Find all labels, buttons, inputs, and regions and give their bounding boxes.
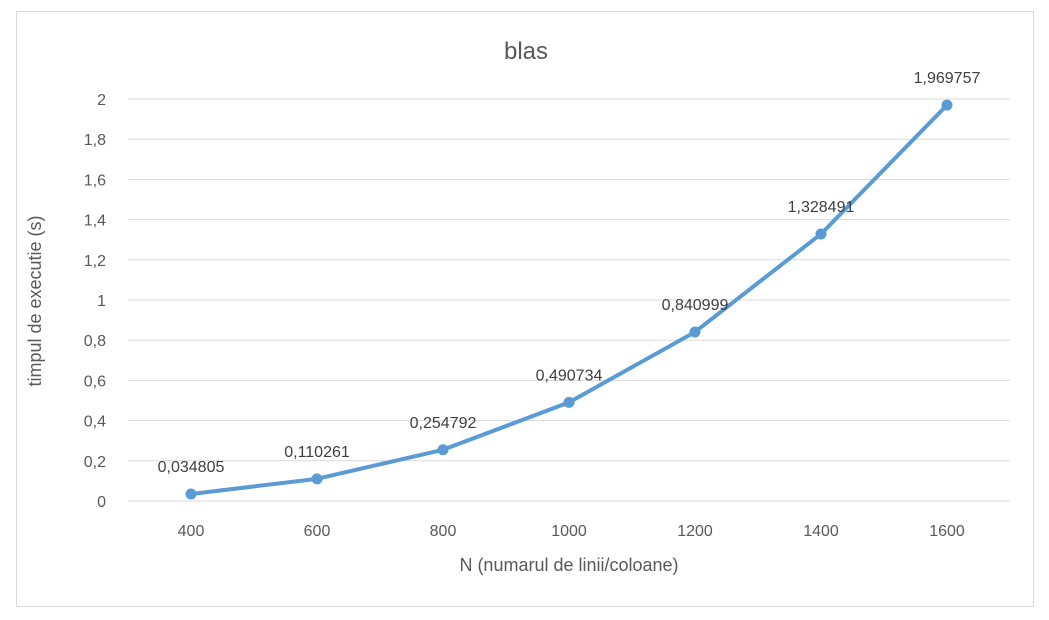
data-label: 0,490734 (536, 367, 603, 384)
data-point (689, 326, 701, 338)
y-tick-label: 1,8 (84, 132, 106, 149)
data-label: 1,969757 (914, 70, 981, 87)
data-point (185, 488, 197, 500)
y-tick-label: 2 (97, 92, 106, 109)
y-tick-label: 1,4 (84, 213, 106, 230)
x-tick-label: 1600 (929, 523, 965, 540)
series-blas (185, 99, 953, 500)
y-axis-title: timpul de executie (s) (25, 215, 45, 386)
chart-title: blas (504, 38, 548, 65)
gridlines (128, 98, 1010, 502)
y-tick-label: 0,2 (84, 454, 106, 471)
data-label: 0,110261 (284, 444, 350, 461)
x-tick-label: 800 (430, 523, 457, 540)
data-label: 0,034805 (158, 459, 225, 476)
data-point (311, 473, 323, 485)
x-axis-title: N (numarul de linii/coloane) (459, 555, 678, 575)
y-tick-label: 0 (97, 494, 106, 511)
chart-area (16, 11, 1034, 607)
x-axis-ticks: 400 600 800 1000 1200 1400 1600 (178, 523, 965, 540)
y-tick-label: 1 (97, 293, 106, 310)
x-tick-label: 1200 (677, 523, 713, 540)
y-tick-label: 0,4 (84, 414, 106, 431)
y-tick-label: 1,2 (84, 253, 106, 270)
data-label: 0,840999 (662, 297, 729, 314)
data-point (437, 444, 449, 456)
data-labels: 0,034805 0,110261 0,254792 0,490734 0,840999… (158, 70, 981, 476)
x-tick-label: 1400 (803, 523, 839, 540)
x-tick-label: 400 (178, 523, 205, 540)
y-axis-ticks: 0 0,2 0,4 0,6 0,8 1 1,2 1,4 1,6 1,8 2 (84, 92, 106, 511)
data-point (815, 228, 827, 240)
data-label: 0,254792 (410, 415, 477, 432)
x-tick-label: 600 (304, 523, 331, 540)
data-label: 1,328491 (788, 199, 855, 216)
y-tick-label: 0,6 (84, 373, 106, 390)
y-tick-label: 1,6 (84, 172, 106, 189)
data-point (941, 99, 953, 111)
data-point (563, 396, 575, 408)
y-tick-label: 0,8 (84, 333, 106, 350)
x-tick-label: 1000 (551, 523, 587, 540)
